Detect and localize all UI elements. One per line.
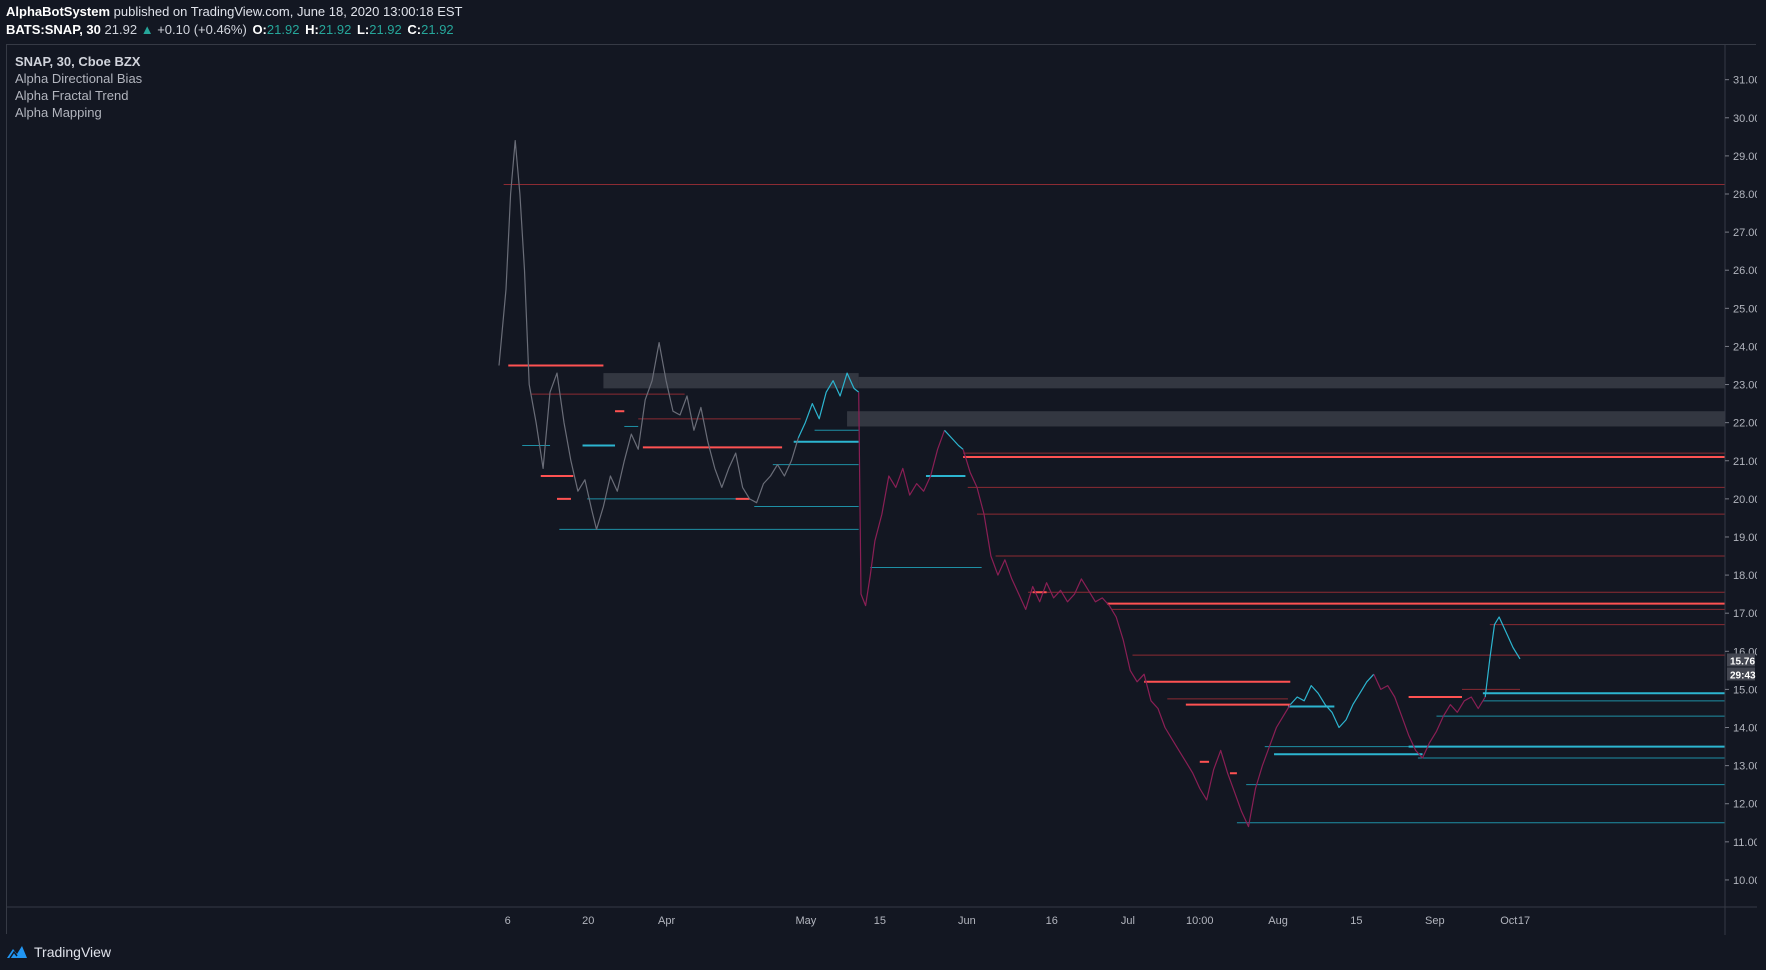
supply-zone [858,376,1725,389]
up-arrow-icon: ▲ [140,22,154,37]
high-value: 21.92 [318,22,352,37]
close-value: 21.92 [421,22,454,37]
price-tick-label: 18.00 [1733,570,1757,582]
price-tick-label: 29.00 [1733,151,1757,163]
price-series [1289,673,1375,729]
publisher-name[interactable]: AlphaBotSystem [6,4,111,19]
price-tick-label: 26.00 [1733,265,1757,277]
last-price-tag [1727,653,1755,667]
time-tick-label: 10:00 [1186,915,1214,927]
time-tick-label: May [795,915,816,927]
time-tick-label: Jun [958,915,976,927]
time-tick-label: 16 [1046,915,1058,927]
chart-background [7,45,1757,935]
time-tick-label: 15 [1350,915,1362,927]
time-tick-label: Aug [1268,915,1288,927]
publish-header: AlphaBotSystem published on TradingView.… [6,4,1746,40]
countdown-label: 29:43 [1730,670,1756,681]
price-chart[interactable]: 10.0011.0012.0013.0014.0015.0016.0017.00… [7,45,1757,935]
chart-pane[interactable]: 10.0011.0012.0013.0014.0015.0016.0017.00… [6,44,1757,935]
price-tick-label: 13.00 [1733,761,1757,773]
footer: TradingView [6,940,111,964]
symbol-label: BATS:SNAP, 30 [6,22,101,37]
price-tick-label: 17.00 [1733,608,1757,620]
price-tick-label: 27.00 [1733,227,1757,239]
price-tick-label: 31.00 [1733,75,1757,87]
time-tick-label: 17 [1518,915,1530,927]
legend-indicator[interactable]: Alpha Directional Bias [15,71,143,86]
price-tick-label: 10.00 [1733,875,1757,887]
time-tick-label: Sep [1425,915,1445,927]
price-tick-label: 12.00 [1733,799,1757,811]
high-label: H: [305,22,319,37]
legend-indicator[interactable]: Alpha Fractal Trend [15,88,129,103]
time-tick-label: Oct [1500,915,1517,927]
low-value: 21.92 [369,22,402,37]
price-series [944,429,964,450]
price-tick-label: 24.00 [1733,341,1757,353]
publish-info: AlphaBotSystem published on TradingView.… [6,4,1746,20]
time-tick-label: Apr [658,915,675,927]
low-label: L: [356,22,370,37]
time-tick-label: 6 [505,915,511,927]
published-text: published on TradingView.com, June 18, 2… [113,4,463,19]
price-tick-label: 28.00 [1733,189,1757,201]
chart-legend: SNAP, 30, Cboe BZX Alpha Directional Bia… [15,53,142,121]
close-label: C: [407,22,422,37]
price-tick-label: 22.00 [1733,418,1757,430]
price-tick-label: 30.00 [1733,113,1757,125]
price-tick-label: 19.00 [1733,532,1757,544]
supply-zone [603,373,859,389]
symbol-bar: BATS:SNAP, 30 21.92 ▲ +0.10 (+0.46%) O:2… [6,21,1746,39]
footer-brand[interactable]: TradingView [34,944,112,960]
price-tick-label: 25.00 [1733,303,1757,315]
price-change: +0.10 (+0.46%) [157,22,247,37]
supply-zone [847,411,1725,427]
countdown-tag [1727,667,1755,681]
price-series [858,392,946,607]
price-tick-label: 21.00 [1733,456,1757,468]
open-label: O: [252,22,267,37]
time-tick-label: 15 [874,915,886,927]
price-tick-label: 14.00 [1733,723,1757,735]
open-value: 21.92 [266,22,300,37]
time-tick-label: 20 [582,915,594,927]
price-tick-label: 20.00 [1733,494,1757,506]
legend-title[interactable]: SNAP, 30, Cboe BZX [15,54,141,69]
price-series [962,449,1291,828]
price-tick-label: 23.00 [1733,380,1757,392]
price-series [1373,673,1486,759]
time-tick-label: Jul [1121,915,1135,927]
price-tick-label: 15.00 [1733,684,1757,696]
price-tick-label: 11.00 [1733,837,1757,849]
price-series [1484,616,1521,698]
tradingview-logo-icon[interactable] [6,944,28,960]
price-series [498,139,799,530]
legend-indicator[interactable]: Alpha Mapping [15,105,102,120]
price-series [797,372,860,439]
last-price: 21.92 [104,22,138,37]
last-price-label: 15.76 [1730,656,1755,667]
